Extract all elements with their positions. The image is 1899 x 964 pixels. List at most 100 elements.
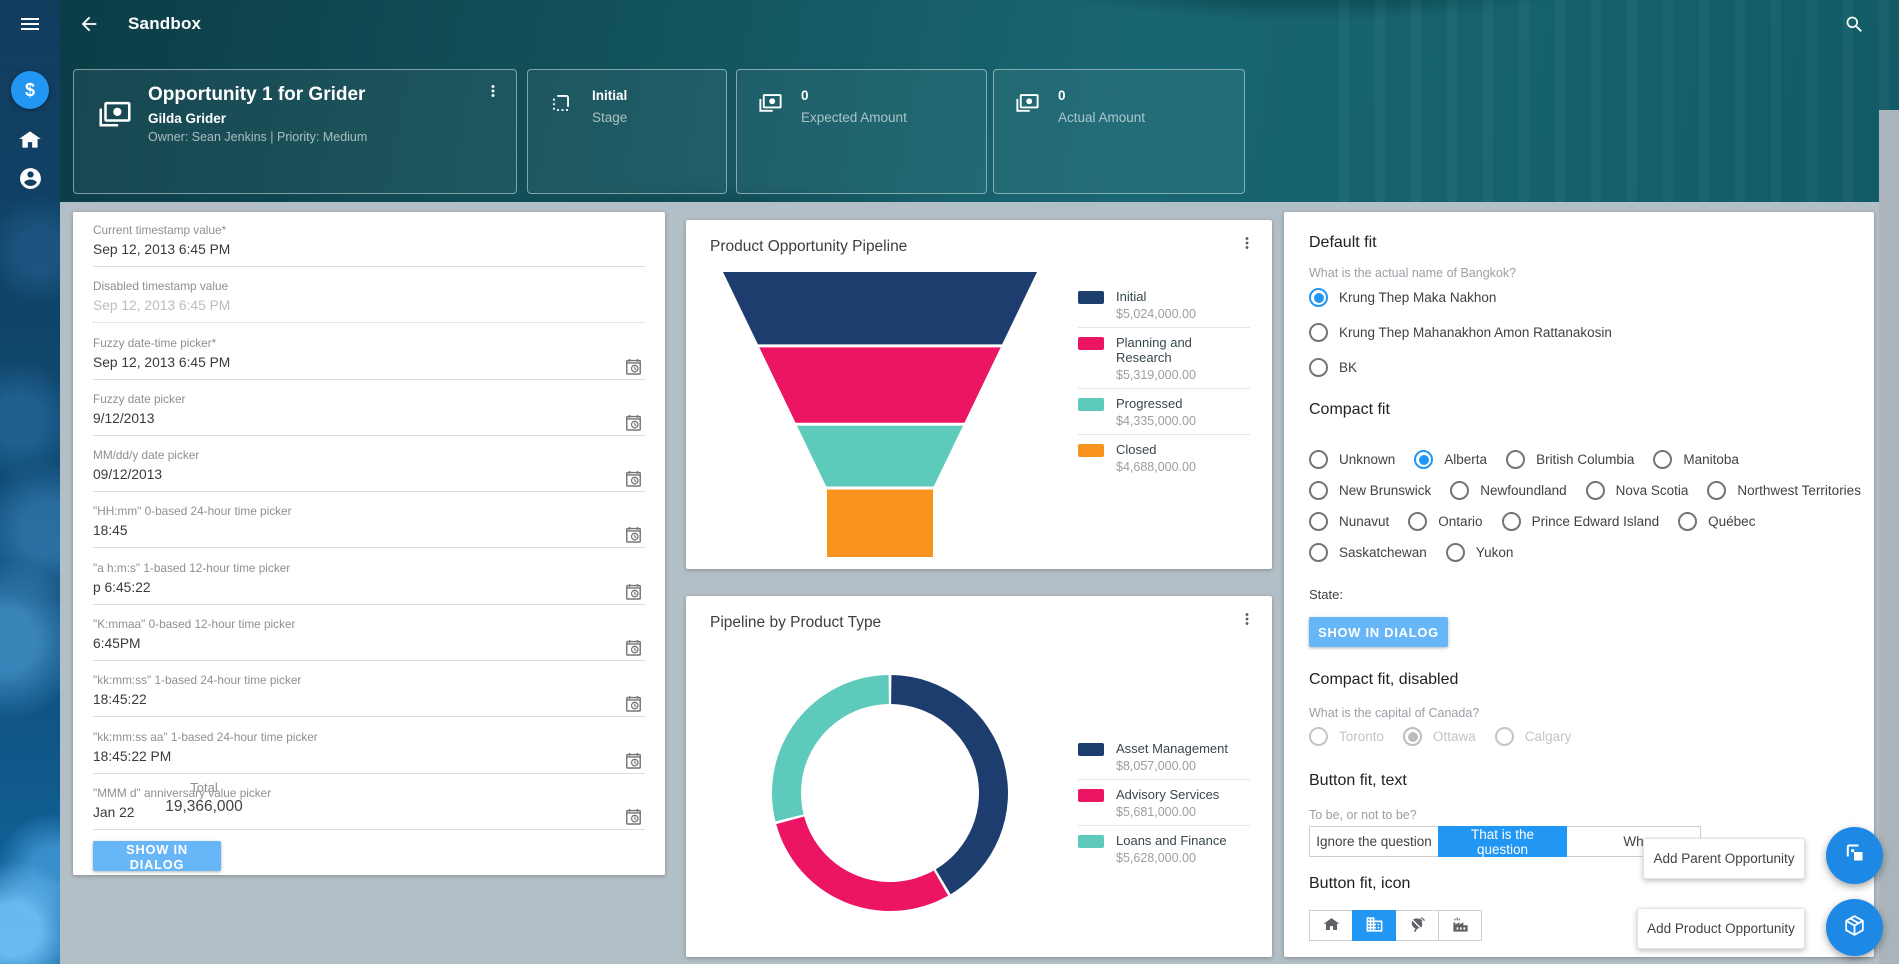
- radio-option[interactable]: Alberta: [1414, 450, 1487, 469]
- picker-field[interactable]: "HH:mm" 0-based 24-hour time picker 18:45: [93, 501, 645, 557]
- picker-field[interactable]: "kk:mm:ss" 1-based 24-hour time picker 18…: [93, 670, 645, 726]
- opportunity-nav-icon[interactable]: $: [11, 71, 49, 109]
- legend-item[interactable]: Initial $5,024,000.00: [1078, 282, 1250, 327]
- radio-unselected-icon[interactable]: [1501, 512, 1521, 531]
- radio-unselected-icon[interactable]: [1585, 481, 1605, 500]
- radio-selected-icon[interactable]: [1414, 450, 1434, 469]
- calendar-clock-icon[interactable]: [624, 582, 643, 606]
- calendar-clock-icon[interactable]: [624, 638, 643, 662]
- picker-field[interactable]: "MMM d" anniversary value picker Jan 22: [93, 783, 645, 839]
- funnel-segment[interactable]: [723, 272, 1037, 345]
- radio-unselected-icon[interactable]: [1653, 450, 1673, 469]
- radio-option[interactable]: Newfoundland: [1450, 481, 1567, 500]
- text-segment-button[interactable]: That is the question: [1438, 826, 1567, 857]
- legend-name: Asset Management: [1116, 741, 1229, 756]
- funnel-segment[interactable]: [759, 347, 1001, 423]
- add-product-opportunity-tooltip: Add Product Opportunity: [1637, 908, 1805, 949]
- legend-item[interactable]: Planning and Research $5,319,000.00: [1078, 328, 1250, 388]
- picker-field-value[interactable]: 09/12/2013: [93, 467, 163, 483]
- legend-item[interactable]: Closed $4,688,000.00: [1078, 435, 1250, 480]
- funnel-segment[interactable]: [827, 489, 933, 557]
- radio-option[interactable]: Saskatchewan: [1309, 543, 1427, 562]
- picker-field-value[interactable]: 6:45PM: [93, 636, 141, 652]
- radio-unselected-icon[interactable]: [1445, 543, 1465, 562]
- radio-unselected-icon[interactable]: [1408, 512, 1428, 531]
- factory-icon-segment-button[interactable]: [1438, 910, 1482, 941]
- calendar-clock-icon[interactable]: [624, 357, 643, 381]
- legend-item[interactable]: Advisory Services $5,681,000.00: [1078, 780, 1250, 825]
- legend-item[interactable]: Loans and Finance $5,628,000.00: [1078, 826, 1250, 871]
- radio-unselected-icon[interactable]: [1450, 481, 1470, 500]
- radio-option[interactable]: BK: [1309, 358, 1849, 377]
- calendar-clock-icon[interactable]: [624, 751, 643, 775]
- calendar-clock-icon[interactable]: [624, 694, 643, 718]
- radio-unselected-icon[interactable]: [1309, 323, 1328, 342]
- radio-label: Unknown: [1339, 452, 1396, 467]
- building-icon-segment-button[interactable]: [1352, 910, 1396, 941]
- radio-unselected-icon[interactable]: [1506, 450, 1526, 469]
- add-product-opportunity-fab[interactable]: [1826, 899, 1883, 956]
- calendar-clock-icon[interactable]: [624, 525, 643, 549]
- search-icon[interactable]: [1837, 7, 1871, 41]
- radio-option[interactable]: Nova Scotia: [1585, 481, 1688, 500]
- back-arrow-icon[interactable]: [72, 7, 106, 41]
- calendar-clock-icon[interactable]: [624, 807, 643, 831]
- picker-field[interactable]: Current timestamp value* Sep 12, 2013 6:4…: [93, 220, 645, 276]
- pickers-show-in-dialog-button[interactable]: SHOW IN DIALOG: [93, 841, 221, 872]
- picker-field[interactable]: Fuzzy date-time picker* Sep 12, 2013 6:45…: [93, 333, 645, 389]
- picker-field[interactable]: "K:mmaa" 0-based 12-hour time picker 6:45…: [93, 614, 645, 670]
- radio-unselected-icon[interactable]: [1309, 358, 1328, 377]
- account-nav-icon[interactable]: [0, 158, 60, 198]
- picker-field-value[interactable]: Sep 12, 2013 6:45 PM: [93, 354, 231, 370]
- text-segment-button[interactable]: Ignore the question: [1309, 826, 1439, 857]
- radio-option[interactable]: Yukon: [1445, 543, 1513, 562]
- radio-unselected-icon[interactable]: [1707, 481, 1727, 500]
- opportunity-kebab-menu-icon[interactable]: [484, 82, 502, 105]
- radio-option[interactable]: Krung Thep Maka Nakhon: [1309, 288, 1849, 307]
- fit-show-in-dialog-button[interactable]: SHOW IN DIALOG: [1309, 617, 1448, 647]
- radio-option[interactable]: New Brunswick: [1309, 481, 1431, 500]
- picker-field-value[interactable]: Sep 12, 2013 6:45 PM: [93, 242, 231, 257]
- donut-slice[interactable]: [776, 816, 949, 912]
- hamburger-menu-icon[interactable]: [0, 4, 60, 44]
- radio-option[interactable]: Northwest Territories: [1707, 481, 1861, 500]
- picker-field[interactable]: Fuzzy date picker 9/12/2013: [93, 389, 645, 445]
- radio-unselected-icon[interactable]: [1309, 481, 1328, 500]
- donut-slice[interactable]: [772, 675, 889, 822]
- radio-selected-icon[interactable]: [1309, 288, 1328, 307]
- picker-field-value[interactable]: 18:45: [93, 523, 128, 539]
- radio-option[interactable]: Manitoba: [1653, 450, 1739, 469]
- funnel-segment[interactable]: [797, 425, 963, 487]
- calendar-clock-icon[interactable]: [624, 413, 643, 437]
- picker-field-value[interactable]: 18:45:22: [93, 692, 147, 708]
- radio-unselected-icon[interactable]: [1309, 512, 1328, 531]
- radio-option[interactable]: Unknown: [1309, 450, 1395, 469]
- legend-item[interactable]: Progressed $4,335,000.00: [1078, 389, 1250, 434]
- picker-field-value[interactable]: 18:45:22 PM: [93, 748, 172, 764]
- funnel-kebab-menu-icon[interactable]: [1238, 234, 1256, 257]
- radio-option[interactable]: Nunavut: [1309, 512, 1389, 531]
- satellite-dish-icon-segment-button[interactable]: [1395, 910, 1439, 941]
- add-parent-opportunity-fab[interactable]: [1826, 827, 1883, 884]
- radio-unselected-icon[interactable]: [1309, 543, 1328, 562]
- home-nav-icon[interactable]: [0, 120, 60, 160]
- radio-option[interactable]: Québec: [1678, 512, 1755, 531]
- radio-option[interactable]: Ontario: [1408, 512, 1483, 531]
- radio-option[interactable]: Krung Thep Mahanakhon Amon Rattanakosin: [1309, 323, 1849, 342]
- picker-field[interactable]: "a h:m:s" 1-based 12-hour time picker p 6…: [93, 558, 645, 614]
- picker-field-value[interactable]: p 6:45:22: [93, 579, 151, 595]
- radio-unselected-icon[interactable]: [1678, 512, 1698, 531]
- donut-kebab-menu-icon[interactable]: [1238, 610, 1256, 633]
- radio-option[interactable]: British Columbia: [1506, 450, 1634, 469]
- picker-field-value[interactable]: Jan 22: [93, 804, 135, 820]
- page-scrollbar[interactable]: [1879, 110, 1899, 964]
- picker-field[interactable]: "kk:mm:ss aa" 1-based 24-hour time picke…: [93, 727, 645, 783]
- legend-item[interactable]: Asset Management $8,057,000.00: [1078, 734, 1250, 779]
- donut-slice[interactable]: [891, 675, 1008, 895]
- calendar-clock-icon[interactable]: [624, 469, 643, 493]
- picker-field[interactable]: MM/dd/y date picker 09/12/2013: [93, 445, 645, 501]
- radio-option[interactable]: Prince Edward Island: [1501, 512, 1659, 531]
- picker-field-value[interactable]: 9/12/2013: [93, 410, 155, 426]
- radio-unselected-icon[interactable]: [1309, 450, 1328, 469]
- home-icon-segment-button[interactable]: [1309, 910, 1353, 941]
